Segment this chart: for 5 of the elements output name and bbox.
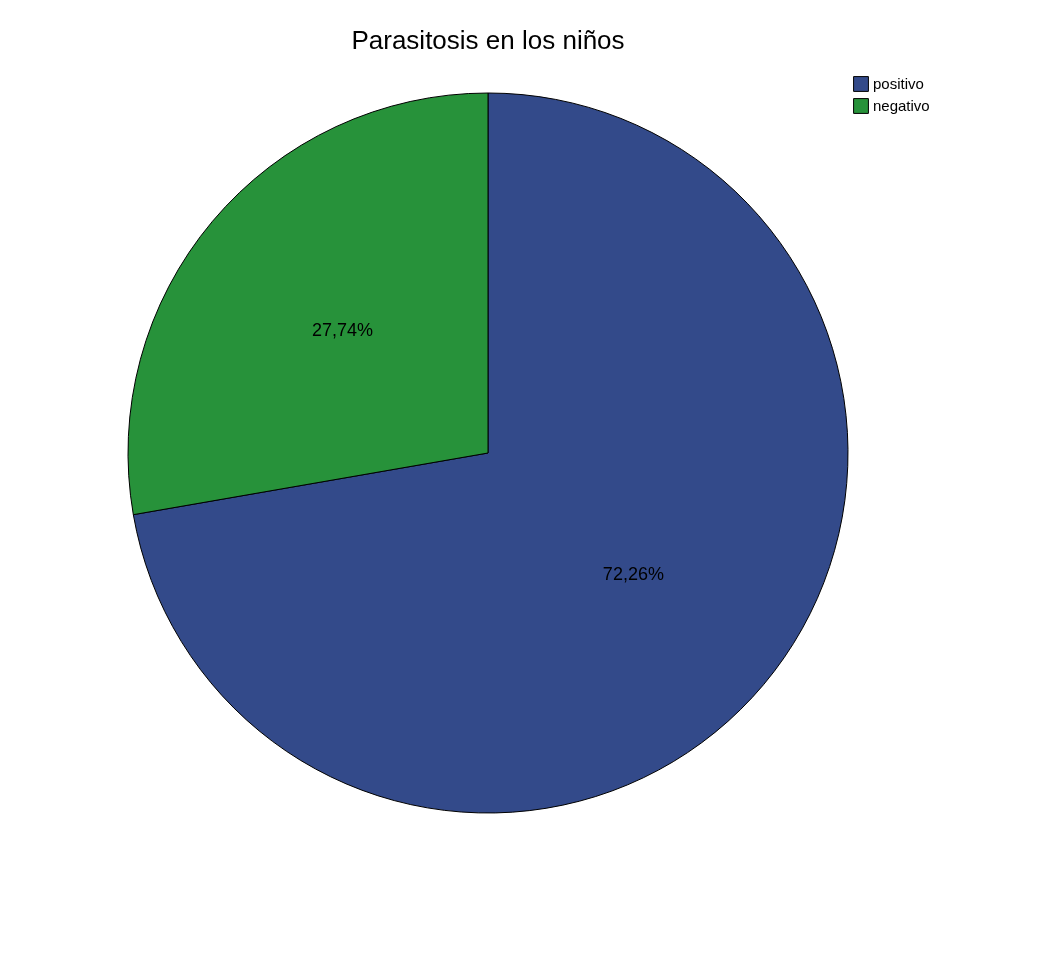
legend-label: positivo (873, 75, 924, 92)
chart-title: Parasitosis en los niños (351, 25, 625, 55)
legend-label: negativo (873, 97, 930, 114)
data-label: 72,26% (602, 564, 664, 585)
data-label: 27,74% (312, 319, 374, 340)
